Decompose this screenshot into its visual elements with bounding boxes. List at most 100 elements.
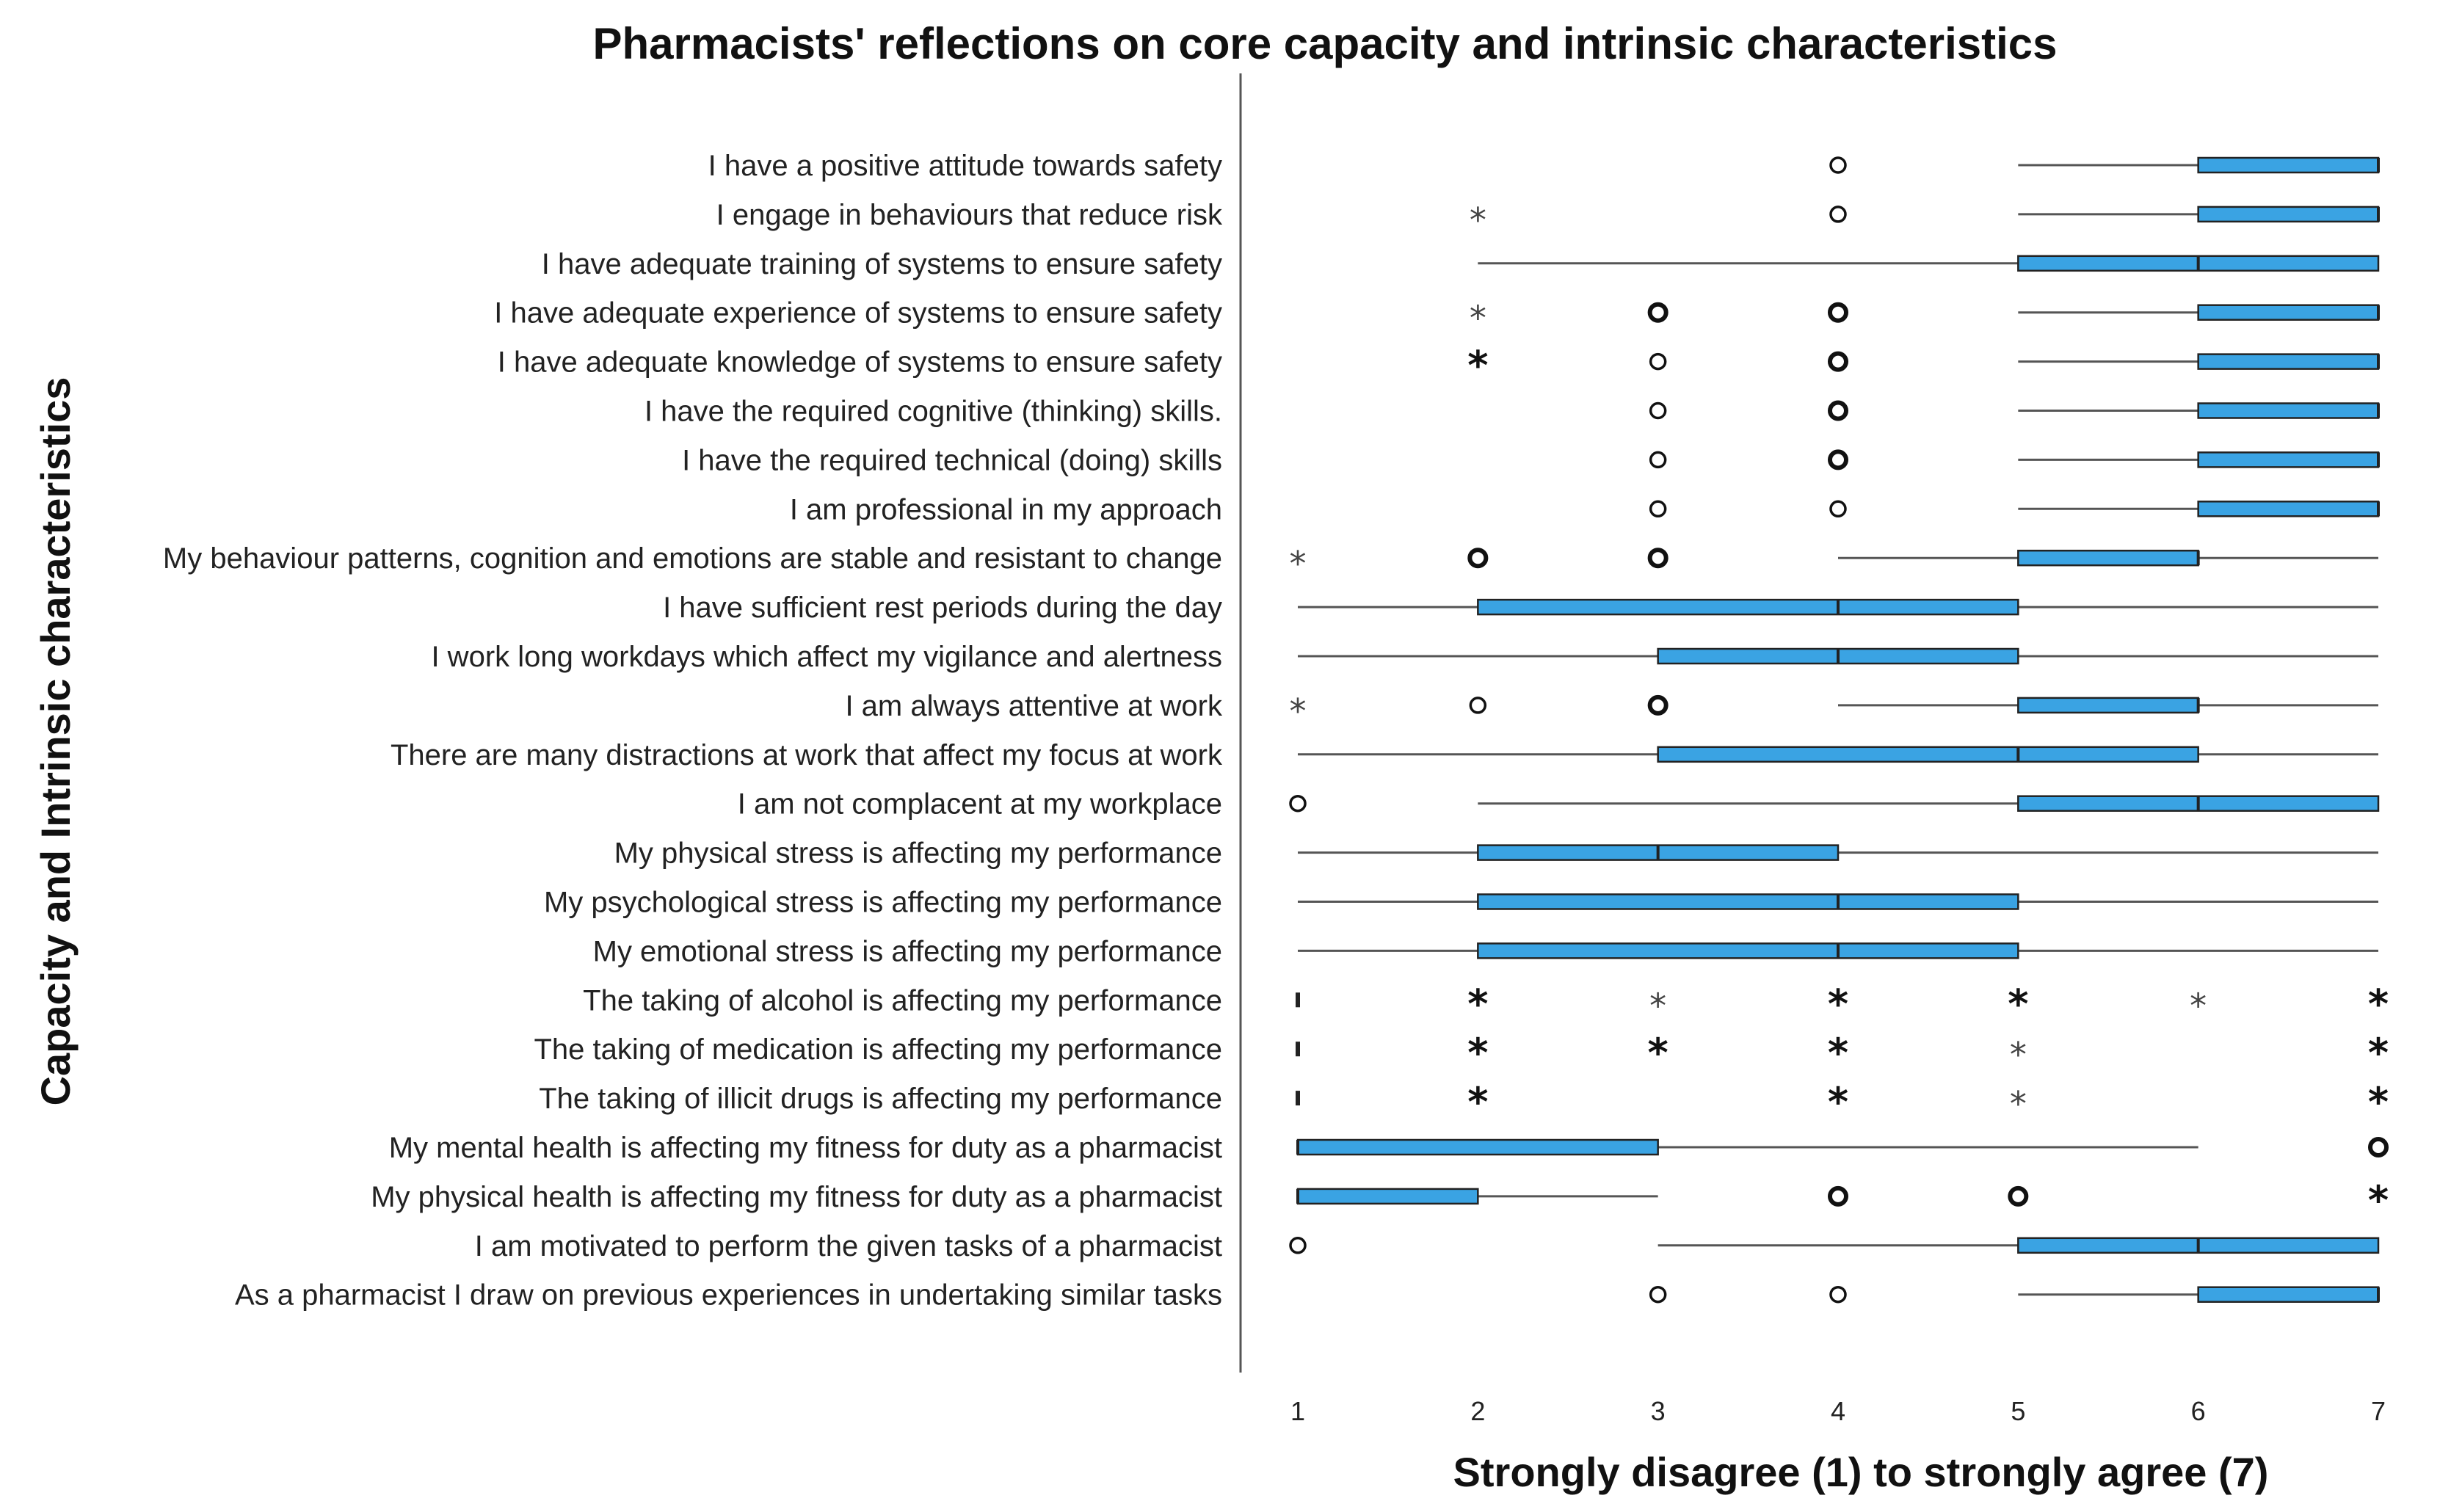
category-label: I am always attentive at work — [845, 690, 1223, 722]
outlier-circle — [1828, 302, 1848, 323]
x-axis-ticks: 1 2 3 4 5 6 7 — [1290, 1396, 2386, 1426]
outlier-circle — [1469, 697, 1487, 714]
category-label: I have sufficient rest periods during th… — [663, 592, 1222, 624]
box-row: I am not complacent at my workplace — [738, 788, 2380, 821]
outlier-star: * — [2368, 1177, 2389, 1224]
outlier-circle — [1649, 352, 1667, 371]
iqr-box — [2197, 402, 2380, 419]
category-label: I work long workdays which affect my vig… — [431, 641, 1222, 673]
outlier-circle — [1828, 1185, 1848, 1207]
outlier-circle — [1829, 206, 1847, 223]
x-tick-label: 4 — [1831, 1396, 1845, 1426]
x-tick-label: 6 — [2191, 1396, 2206, 1426]
box-row: I have adequate experience of systems to… — [494, 297, 2380, 338]
iqr-box — [2197, 304, 2380, 321]
iqr-box — [2017, 549, 2199, 567]
box-row: My physical stress is affecting my perfo… — [614, 837, 2378, 870]
x-axis-title: Strongly disagree (1) to strongly agree … — [1453, 1449, 2269, 1495]
category-label: I engage in behaviours that reduce risk — [716, 199, 1223, 231]
outlier-star: * — [1828, 1079, 1848, 1125]
outlier-circle — [1828, 449, 1848, 470]
box-row: I am always attentive at work * — [845, 690, 2378, 731]
iqr-box — [1477, 598, 2019, 616]
box-row: There are many distractions at work that… — [391, 739, 2378, 771]
outlier-star: * — [1467, 981, 1488, 1027]
iqr-box — [2197, 501, 2380, 517]
box-row: As a pharmacist I draw on previous exper… — [235, 1279, 2380, 1312]
box-row: I have a positive attitude towards safet… — [708, 150, 2380, 182]
outlier-star: * — [1828, 1030, 1848, 1076]
iqr-box — [1657, 746, 2199, 763]
rows-layer: I have a positive attitude towards safet… — [163, 150, 2389, 1312]
outlier-star: * — [1467, 1030, 1488, 1076]
x-tick-label: 5 — [2011, 1396, 2025, 1426]
category-label: There are many distractions at work that… — [391, 739, 1223, 771]
outlier-star: * — [1649, 986, 1666, 1025]
degenerate-box — [1296, 992, 1300, 1008]
category-label: My psychological stress is affecting my … — [544, 887, 1222, 919]
iqr-box — [2197, 353, 2380, 370]
category-label: I am professional in my approach — [790, 493, 1222, 526]
x-tick-label: 3 — [1651, 1396, 1666, 1426]
category-label: My emotional stress is affecting my perf… — [593, 935, 1222, 967]
box-row: My psychological stress is affecting my … — [544, 887, 2378, 919]
outlier-star: * — [1470, 299, 1486, 338]
outlier-circle — [1289, 1237, 1307, 1254]
box-row: I have the required cognitive (thinking)… — [644, 396, 2380, 428]
outlier-star: * — [1470, 200, 1486, 240]
category-label: I have adequate training of systems to e… — [542, 248, 1222, 280]
category-label: The taking of medication is affecting my… — [534, 1033, 1223, 1066]
category-label: My mental health is affecting my fitness… — [389, 1132, 1222, 1164]
iqr-box — [2197, 206, 2380, 223]
outlier-star: * — [2368, 1079, 2389, 1125]
outlier-circle — [1828, 400, 1848, 421]
x-tick-label: 2 — [1470, 1396, 1485, 1426]
iqr-box — [1477, 893, 2019, 910]
outlier-star: * — [1467, 1079, 1488, 1125]
outlier-circle — [1289, 794, 1307, 813]
box-row: My mental health is affecting my fitness… — [389, 1132, 2389, 1164]
box-row: The taking of medication is affecting my… — [534, 1030, 2389, 1076]
category-label: The taking of illicit drugs is affecting… — [539, 1083, 1222, 1115]
chart-title: Pharmacists' reflections on core capacit… — [592, 19, 2057, 68]
iqr-box — [2197, 1286, 2380, 1303]
outlier-star: * — [2368, 1030, 2389, 1076]
box-row: I have adequate training of systems to e… — [542, 248, 2380, 280]
outlier-star: * — [1467, 343, 1488, 389]
outlier-star: * — [2190, 986, 2207, 1025]
category-label: My physical stress is affecting my perfo… — [614, 837, 1222, 870]
outlier-circle — [1829, 1285, 1847, 1304]
x-tick-label: 7 — [2371, 1396, 2386, 1426]
iqr-box — [1296, 1188, 1479, 1205]
degenerate-box — [1296, 1091, 1300, 1106]
outlier-circle — [1649, 500, 1667, 518]
outlier-circle — [1647, 302, 1669, 323]
iqr-box — [1477, 942, 2019, 959]
outlier-star: * — [1290, 691, 1307, 731]
box-row: My behaviour patterns, cognition and emo… — [163, 542, 2378, 584]
outlier-circle — [1829, 500, 1847, 518]
outlier-circle — [1649, 451, 1667, 469]
box-row: I engage in behaviours that reduce risk * — [716, 199, 2380, 240]
box-row: My emotional stress is affecting my perf… — [593, 935, 2378, 967]
category-label: As a pharmacist I draw on previous exper… — [235, 1279, 1222, 1312]
category-label: I am motivated to perform the given task… — [475, 1230, 1222, 1262]
category-label: My behaviour patterns, cognition and emo… — [163, 542, 1222, 575]
outlier-circle — [1467, 548, 1489, 569]
category-label: My physical health is affecting my fitne… — [371, 1181, 1222, 1213]
category-label: I have a positive attitude towards safet… — [708, 150, 1222, 182]
degenerate-box — [1296, 1042, 1300, 1057]
outlier-circle — [2368, 1137, 2389, 1157]
x-tick-label: 1 — [1290, 1396, 1305, 1426]
box-row: My physical health is affecting my fitne… — [371, 1177, 2389, 1224]
iqr-box — [2197, 451, 2380, 468]
outlier-circle — [1829, 156, 1847, 174]
box-row: The taking of alcohol is affecting my pe… — [583, 981, 2389, 1027]
outlier-circle — [1649, 1285, 1667, 1304]
outlier-star: * — [1290, 544, 1307, 584]
box-row: I am professional in my approach — [790, 493, 2380, 526]
iqr-box — [2197, 156, 2380, 174]
box-row: I have sufficient rest periods during th… — [663, 592, 2378, 624]
outlier-circle — [1647, 694, 1669, 716]
